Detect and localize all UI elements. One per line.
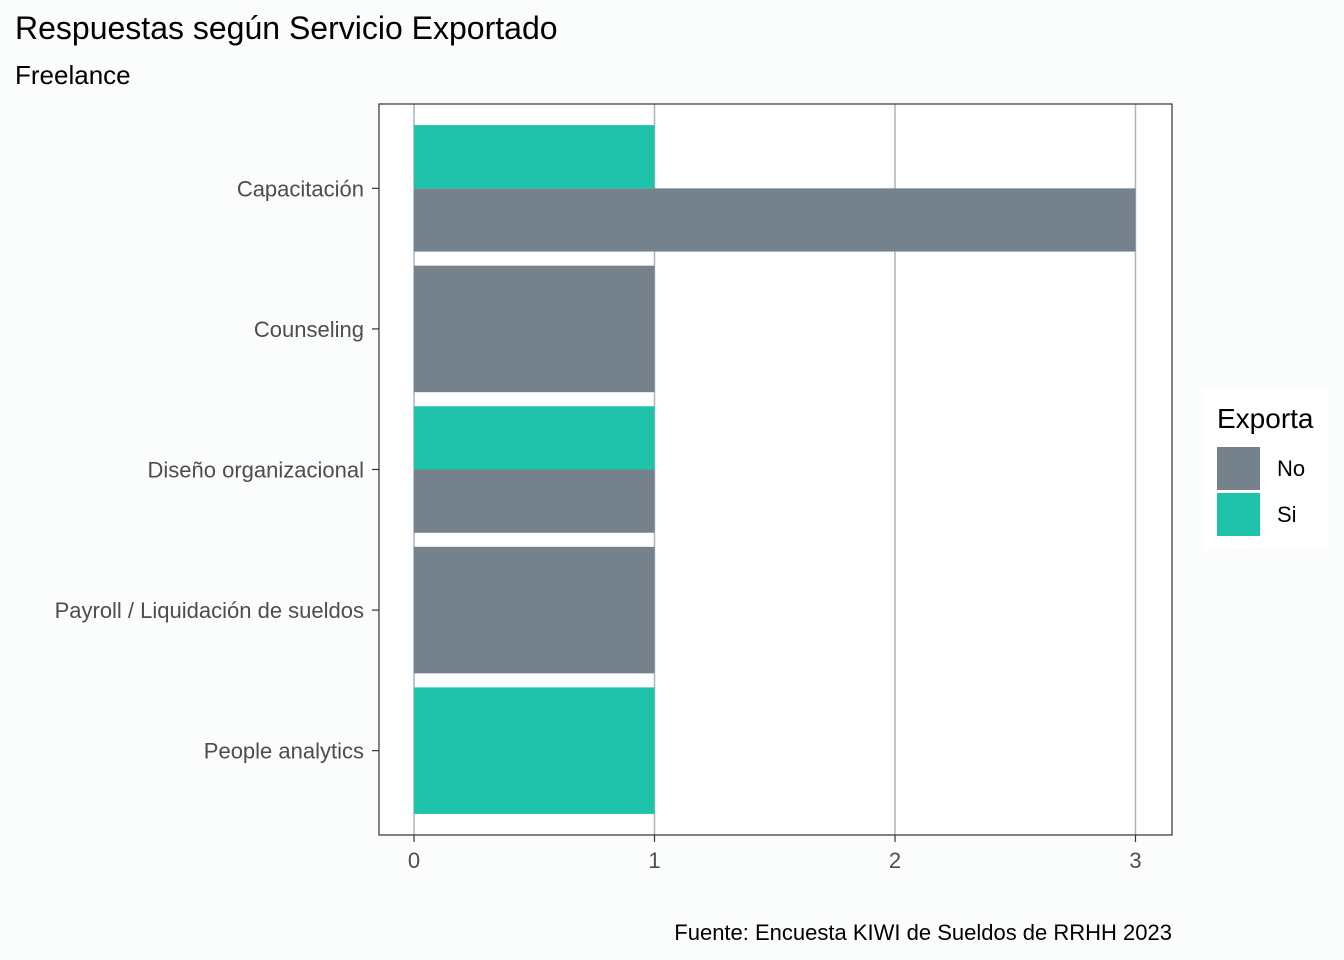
chart-title: Respuestas según Servicio Exportado <box>15 10 558 46</box>
bars <box>414 125 1136 814</box>
legend-label-si: Si <box>1277 502 1297 527</box>
legend-item-si: Si <box>1217 493 1327 537</box>
x-tick-label-2: 2 <box>889 848 901 873</box>
axes: Capacitación Counseling Diseño organizacio… <box>55 176 1142 873</box>
bar-no-1 <box>414 265 655 393</box>
legend-swatch-si <box>1217 493 1260 536</box>
bar-si-4 <box>414 687 655 814</box>
caption: Fuente: Encuesta KIWI de Sueldos de RRHH… <box>674 920 1172 945</box>
bar-no-2 <box>414 469 655 533</box>
x-tick-label-3: 3 <box>1129 848 1141 873</box>
legend-title: Exporta <box>1217 403 1314 434</box>
x-tick-label-1: 1 <box>648 848 660 873</box>
legend: Exporta No Si <box>1203 388 1328 550</box>
x-tick-label-0: 0 <box>408 848 420 873</box>
y-tick-label-2: Diseño organizacional <box>148 458 364 483</box>
legend-swatch-no <box>1217 447 1260 490</box>
bar-si-0 <box>414 125 655 189</box>
y-tick-label-0: Capacitación <box>237 176 364 201</box>
legend-label-no: No <box>1277 456 1306 481</box>
y-tick-label-3: Payroll / Liquidación de sueldos <box>55 598 364 623</box>
bar-no-0 <box>414 188 1136 252</box>
y-tick-label-1: Counseling <box>254 317 364 342</box>
y-tick-label-4: People analytics <box>204 739 364 764</box>
chart-subtitle: Freelance <box>15 60 131 90</box>
bar-si-2 <box>414 406 655 470</box>
legend-item-no: No <box>1217 447 1327 491</box>
bar-no-3 <box>414 546 655 674</box>
